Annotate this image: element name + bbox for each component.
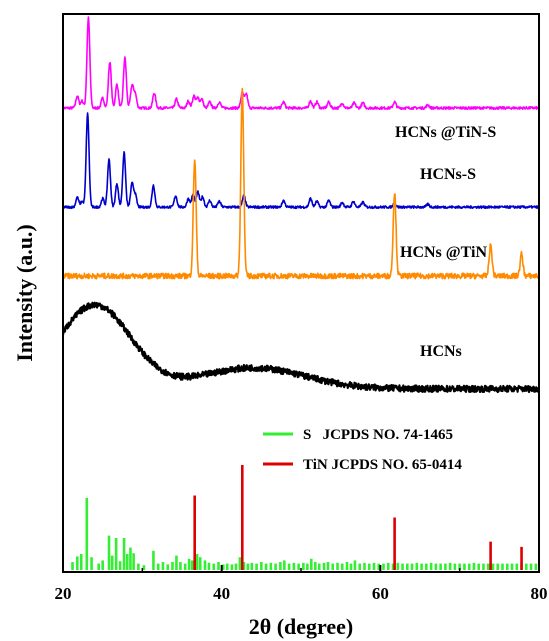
series-line-hcns-tin (62, 87, 540, 280)
legend: S JCPDS NO. 74-1465 TiN JCPDS NO. 65-0414 (263, 427, 462, 473)
x-tick-label: 20 (55, 584, 72, 603)
series-label: HCNs-S (420, 166, 476, 183)
series-layer (61, 16, 541, 394)
legend-label-tin: TiN JCPDS NO. 65-0414 (303, 457, 462, 473)
series-line-hcns (61, 301, 541, 394)
reference-layer (71, 465, 538, 570)
x-tick-label: 40 (213, 584, 230, 603)
x-axis-ticks: 20 40 60 80 (55, 565, 548, 603)
series-label: HCNs @TiN (400, 244, 487, 261)
series-label: HCNs @TiN-S (395, 124, 496, 141)
x-axis-title: 2θ (degree) (249, 614, 354, 639)
y-axis-title: Intensity (a.u.) (12, 224, 37, 362)
series-labels: HCNs @TiN-S HCNs-S HCNs @TiN HCNs (395, 124, 496, 360)
legend-label-s: S JCPDS NO. 74-1465 (303, 427, 453, 443)
x-tick-label: 60 (372, 584, 389, 603)
x-tick-label: 80 (531, 584, 548, 603)
series-line-hcns-tin-s (62, 16, 540, 110)
series-line-hcns-s (62, 112, 540, 210)
series-label: HCNs (420, 343, 462, 360)
